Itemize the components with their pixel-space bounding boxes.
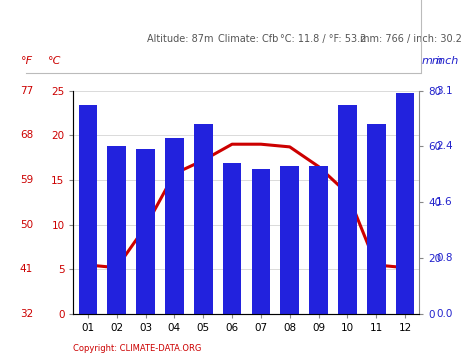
Bar xyxy=(396,93,414,314)
Bar xyxy=(136,149,155,314)
Bar xyxy=(367,124,386,314)
Bar xyxy=(165,138,184,314)
Text: °F: °F xyxy=(21,56,33,66)
Bar xyxy=(194,124,213,314)
Text: 1.6: 1.6 xyxy=(436,197,453,207)
Bar xyxy=(280,166,299,314)
Bar xyxy=(107,146,126,314)
Bar xyxy=(309,166,328,314)
Text: Climate: Cfb: Climate: Cfb xyxy=(218,34,278,44)
Text: 3.1: 3.1 xyxy=(436,86,453,95)
Text: Altitude: 87m: Altitude: 87m xyxy=(147,34,213,44)
Text: Copyright: CLIMATE-DATA.ORG: Copyright: CLIMATE-DATA.ORG xyxy=(73,344,202,353)
Text: °C: 11.8 / °F: 53.2: °C: 11.8 / °F: 53.2 xyxy=(280,34,366,44)
Text: mm: mm xyxy=(422,56,444,66)
Text: 77: 77 xyxy=(20,86,33,95)
Text: 68: 68 xyxy=(20,130,33,140)
Text: 59: 59 xyxy=(20,175,33,185)
Text: °C: °C xyxy=(48,56,62,66)
Text: 32: 32 xyxy=(20,309,33,319)
Text: 0.8: 0.8 xyxy=(436,253,453,263)
Text: 2.4: 2.4 xyxy=(436,141,453,152)
Bar xyxy=(223,163,241,314)
Bar xyxy=(338,104,357,314)
Text: mm: 766 / inch: 30.2: mm: 766 / inch: 30.2 xyxy=(360,34,462,44)
Bar xyxy=(79,104,97,314)
Text: 50: 50 xyxy=(20,220,33,230)
Text: inch: inch xyxy=(436,56,459,66)
Bar xyxy=(252,169,270,314)
Text: 41: 41 xyxy=(20,264,33,274)
Text: 0.0: 0.0 xyxy=(436,309,453,319)
